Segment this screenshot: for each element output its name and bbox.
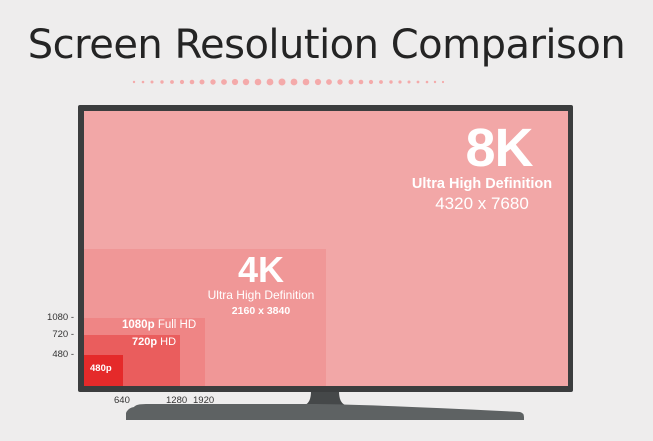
label-720p-name: 720p bbox=[132, 336, 158, 348]
y-tick-480: 480 - bbox=[52, 349, 74, 360]
x-tick-1280: 1280 bbox=[166, 395, 188, 406]
label-4k: 4K bbox=[237, 249, 285, 290]
page-title: Screen Resolution Comparison bbox=[27, 22, 626, 68]
label-720p: 720p HD bbox=[132, 336, 176, 348]
x-tick-640: 640 bbox=[114, 395, 130, 406]
tv-screen: 8K Ultra High Definition 4320 x 7680 4K … bbox=[84, 111, 568, 386]
label-4k-subtitle: Ultra High Definition bbox=[207, 288, 315, 302]
label-1080p: 1080p Full HD bbox=[122, 319, 196, 331]
y-tick-720: 720 - bbox=[52, 329, 74, 340]
label-720p-subtitle: HD bbox=[160, 336, 177, 348]
label-480p: 480p bbox=[90, 363, 112, 374]
label-8k: 8K bbox=[465, 118, 533, 178]
label-1080p-subtitle: Full HD bbox=[157, 319, 197, 331]
tv-stand-base bbox=[126, 404, 524, 420]
label-8k-dimensions: 4320 x 7680 bbox=[435, 194, 529, 213]
label-1080p-name: 1080p bbox=[122, 319, 155, 331]
tv-stand-neck bbox=[305, 391, 345, 407]
y-tick-1080: 1080 - bbox=[47, 312, 74, 323]
decorative-dot-divider bbox=[132, 78, 445, 86]
resolution-box-480p bbox=[84, 355, 123, 386]
label-8k-subtitle: Ultra High Definition bbox=[411, 176, 553, 192]
label-4k-dimensions: 2160 x 3840 bbox=[231, 305, 291, 317]
x-tick-1920: 1920 bbox=[193, 395, 215, 406]
